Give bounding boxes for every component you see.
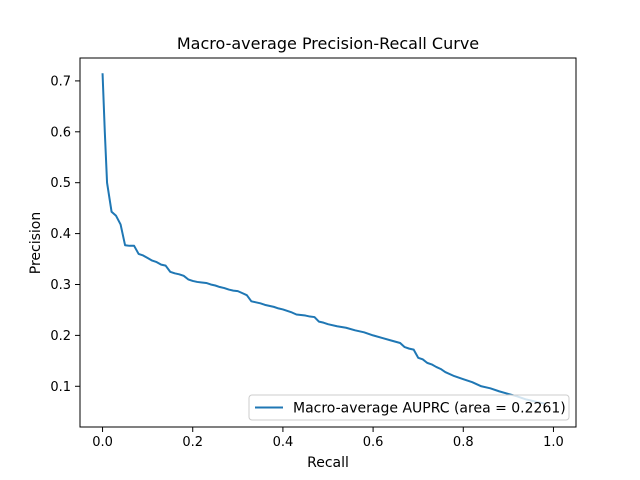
x-tick-label: 0.2 [182,435,203,450]
legend-label: Macro-average AUPRC (area = 0.2261) [293,401,566,417]
x-axis-ticks: 0.0 0.2 0.4 0.6 0.8 1.0 [92,427,564,450]
x-axis-label: Recall [307,455,349,471]
series-line-0 [101,73,545,405]
x-tick-label: 1.0 [543,435,564,450]
y-axis-ticks: 0.1 0.2 0.3 0.4 0.5 0.6 0.7 [50,74,80,395]
x-tick-label: 0.4 [273,435,294,450]
y-tick-label: 0.1 [50,380,71,395]
x-tick-label: 0.8 [453,435,474,450]
y-tick-label: 0.7 [50,74,71,89]
x-tick-label: 0.0 [92,435,113,450]
y-axis-label: Precision [28,212,44,274]
plot-area [101,73,545,405]
chart-title: Macro-average Precision-Recall Curve [177,34,479,53]
y-tick-label: 0.4 [50,227,71,242]
legend: Macro-average AUPRC (area = 0.2261) [248,394,570,421]
axes-frame [79,57,577,428]
x-tick-label: 0.6 [363,435,384,450]
legend-box [248,394,570,421]
y-tick-label: 0.5 [50,176,71,191]
y-tick-label: 0.2 [50,329,71,344]
y-tick-label: 0.3 [50,278,71,293]
y-tick-label: 0.6 [50,125,71,140]
